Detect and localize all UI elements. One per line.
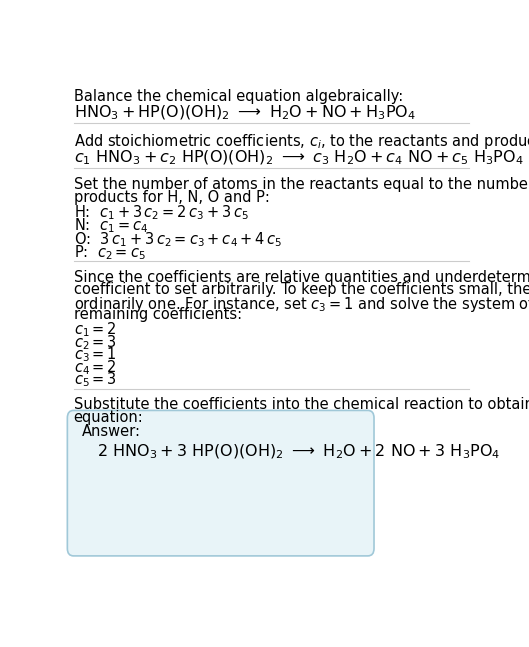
Text: N:  $c_1 = c_4$: N: $c_1 = c_4$: [74, 217, 148, 236]
Text: P:  $c_2 = c_5$: P: $c_2 = c_5$: [74, 243, 145, 262]
Text: Substitute the coefficients into the chemical reaction to obtain the balanced: Substitute the coefficients into the che…: [74, 397, 529, 413]
Text: O:  $3\,c_1 + 3\,c_2 = c_3 + c_4 + 4\,c_5$: O: $3\,c_1 + 3\,c_2 = c_3 + c_4 + 4\,c_5…: [74, 230, 282, 249]
Text: Add stoichiometric coefficients, $c_i$, to the reactants and products:: Add stoichiometric coefficients, $c_i$, …: [74, 133, 529, 151]
Text: $c_1\ \mathrm{HNO_3} + c_2\ \mathrm{HP(O)(OH)_2} \ \longrightarrow \ c_3\ \mathr: $c_1\ \mathrm{HNO_3} + c_2\ \mathrm{HP(O…: [74, 148, 523, 167]
Text: ordinarily one. For instance, set $c_3 = 1$ and solve the system of equations fo: ordinarily one. For instance, set $c_3 =…: [74, 295, 529, 314]
FancyBboxPatch shape: [67, 410, 374, 556]
Text: equation:: equation:: [74, 410, 143, 425]
Text: $c_5 = 3$: $c_5 = 3$: [74, 371, 116, 389]
Text: products for H, N, O and P:: products for H, N, O and P:: [74, 190, 269, 204]
Text: coefficient to set arbitrarily. To keep the coefficients small, the arbitrary va: coefficient to set arbitrarily. To keep …: [74, 282, 529, 298]
Text: $c_4 = 2$: $c_4 = 2$: [74, 358, 116, 377]
Text: Since the coefficients are relative quantities and underdetermined, choose a: Since the coefficients are relative quan…: [74, 270, 529, 285]
Text: remaining coefficients:: remaining coefficients:: [74, 307, 242, 322]
Text: Balance the chemical equation algebraically:: Balance the chemical equation algebraica…: [74, 89, 403, 104]
Text: Answer:: Answer:: [81, 424, 141, 439]
Text: Set the number of atoms in the reactants equal to the number of atoms in the: Set the number of atoms in the reactants…: [74, 177, 529, 192]
Text: $c_3 = 1$: $c_3 = 1$: [74, 345, 116, 364]
Text: $c_2 = 3$: $c_2 = 3$: [74, 333, 116, 352]
Text: $c_1 = 2$: $c_1 = 2$: [74, 321, 116, 340]
Text: H:  $c_1 + 3\,c_2 = 2\,c_3 + 3\,c_5$: H: $c_1 + 3\,c_2 = 2\,c_3 + 3\,c_5$: [74, 203, 248, 222]
Text: $2\ \mathrm{HNO_3} + 3\ \mathrm{HP(O)(OH)_2} \ \longrightarrow \ \mathrm{H_2O} +: $2\ \mathrm{HNO_3} + 3\ \mathrm{HP(O)(OH…: [97, 443, 500, 461]
Text: $\mathrm{HNO_3 + HP(O)(OH)_2 \ \longrightarrow \ H_2O + NO + H_3PO_4}$: $\mathrm{HNO_3 + HP(O)(OH)_2 \ \longrigh…: [74, 104, 415, 122]
